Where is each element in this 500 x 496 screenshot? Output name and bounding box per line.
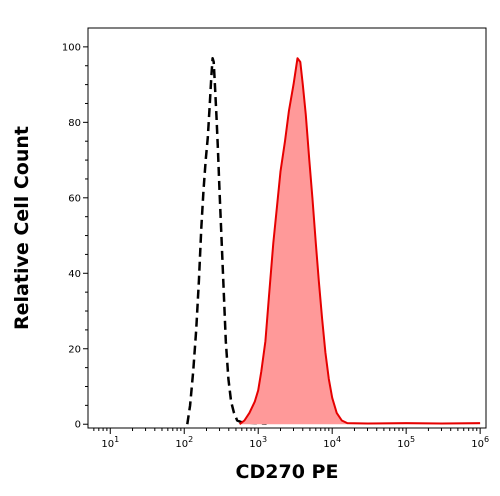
y-tick-label: 20 [68, 344, 81, 355]
x-axis-label: CD270 PE [236, 461, 339, 483]
y-axis: 0 20 40 60 80 100 [62, 42, 88, 431]
y-tick-label: 40 [68, 269, 81, 280]
x-tick-label: 102 [175, 435, 193, 450]
x-axis: 101 102 103 104 105 106 [101, 428, 489, 450]
y-tick-label: 100 [62, 42, 81, 53]
control-histogram-line [186, 56, 267, 425]
stained-histogram-line [238, 57, 481, 425]
y-tick-label: 60 [68, 193, 81, 204]
plot-frame [87, 27, 487, 429]
y-tick-label: 0 [75, 420, 81, 431]
y-tick-label: 80 [68, 118, 81, 129]
x-tick-label: 106 [471, 435, 489, 450]
x-tick-label: 103 [249, 435, 267, 450]
y-axis-label: Relative Cell Count [11, 126, 33, 330]
x-tick-label: 105 [397, 435, 415, 450]
x-tick-label: 104 [323, 435, 341, 450]
series-layer [186, 56, 481, 425]
x-minor-ticks [93, 428, 478, 431]
stained-histogram-fill [239, 58, 481, 425]
x-tick-label: 101 [101, 435, 119, 450]
